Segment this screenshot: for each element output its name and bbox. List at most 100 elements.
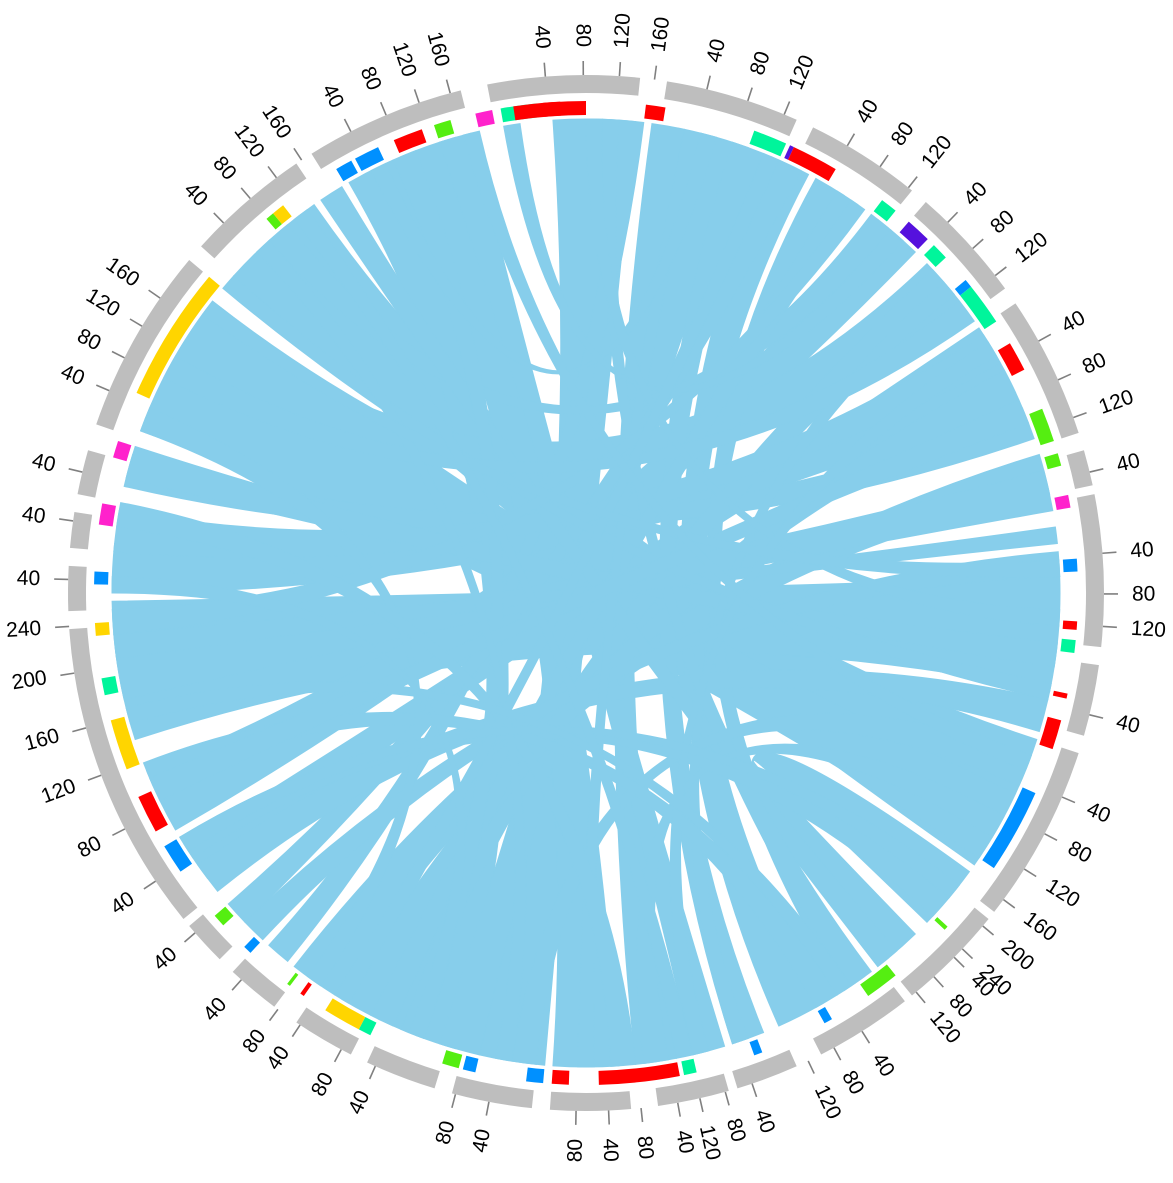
- tick-label-c21-160: 160: [647, 16, 674, 54]
- ideogram-arc-c17: [77, 450, 106, 498]
- tick-mark-c5-120: [807, 1060, 815, 1074]
- tick-label-c18-160: 160: [102, 253, 144, 292]
- chromosome-c2: 40: [1066, 662, 1142, 738]
- tick-label-c16-40: 40: [21, 502, 47, 528]
- tick-label-c19-120: 120: [230, 120, 269, 162]
- ideogram-arc-c13: [189, 914, 233, 960]
- gene-block-35-green: [287, 972, 299, 986]
- gene-block-51-red: [393, 129, 427, 153]
- tick-mark-c4-40: [953, 956, 965, 968]
- gene-block-5-violet: [784, 145, 794, 160]
- tick-label-c14-120: 120: [38, 774, 79, 808]
- tick-mark-c10-80: [333, 1049, 342, 1063]
- gene-block-39-red: [138, 791, 168, 832]
- gene-block-40-gold: [110, 716, 140, 770]
- tick-label-c20-80: 80: [356, 63, 386, 93]
- tick-mark-c3-40: [1061, 796, 1076, 804]
- ideogram-arc-c5: [813, 987, 905, 1055]
- tick-label-c6-80: 80: [722, 1116, 750, 1145]
- ideogram-arc-c6: [732, 1049, 797, 1089]
- gene-block-8-violet: [899, 221, 928, 250]
- tick-label-c14-80: 80: [74, 831, 105, 862]
- tick-label-c23-40: 40: [852, 96, 884, 128]
- gene-block-47-green: [266, 213, 282, 230]
- tick-mark-c16-40: [59, 518, 74, 522]
- gene-block-50-blue: [355, 147, 384, 171]
- tick-mark-c20-120: [413, 89, 420, 103]
- tick-mark-c14-160: [72, 727, 87, 733]
- tick-label-c1-120: 120: [1130, 617, 1166, 642]
- tick-mark-c11-80: [268, 1008, 279, 1022]
- tick-mark-c24-80: [972, 238, 984, 250]
- tick-mark-c20-40: [343, 118, 352, 132]
- tick-mark-c17-40: [68, 468, 83, 473]
- ideogram-arc-c4: [900, 907, 989, 996]
- chromosome-c17: 40: [30, 449, 106, 498]
- gene-block-20-red: [1039, 716, 1062, 750]
- gene-block-3-red: [644, 104, 666, 122]
- gene-block-14-green: [1044, 453, 1062, 470]
- ideogram-arc-c2: [1066, 662, 1099, 736]
- tick-mark-c3-120: [1023, 868, 1037, 878]
- tick-label-c20-120: 120: [388, 39, 421, 80]
- tick-mark-c14-120: [87, 774, 102, 781]
- link-ribbon-36: [222, 275, 1052, 701]
- tick-label-c14-40: 40: [106, 887, 138, 919]
- tick-mark-c6-80: [724, 1091, 730, 1106]
- chromosome-c7: 40 80: [633, 1073, 729, 1161]
- tick-label-c7-80: 80: [633, 1135, 658, 1161]
- gene-block-15-magenta: [1054, 494, 1071, 510]
- gene-block-21-blue: [982, 787, 1036, 869]
- gene-block-54-magenta: [475, 110, 495, 128]
- tick-mark-c24-120: [994, 266, 1007, 277]
- ideogram-arc-c14: [69, 627, 198, 919]
- chromosome-c26: 40: [1066, 449, 1142, 490]
- gene-block-46-gold: [136, 276, 220, 399]
- tick-label-c19-40: 40: [179, 178, 212, 211]
- tick-mark-c25-120: [1073, 412, 1087, 419]
- ideogram-arc-c3: [980, 747, 1079, 912]
- tick-label-c23-80: 80: [887, 118, 919, 150]
- tick-label-c21-80: 80: [572, 24, 595, 47]
- ideogram-arc-c18: [96, 260, 203, 431]
- gene-block-55-red: [513, 100, 586, 121]
- tick-mark-c9-80: [451, 1094, 457, 1109]
- gene-block-27-red: [598, 1062, 680, 1085]
- tick-label-c14-160: 160: [22, 724, 62, 755]
- ideogram-arc-c21: [487, 75, 641, 103]
- tick-label-c18-120: 120: [82, 284, 124, 322]
- gene-block-7-mint: [873, 200, 896, 222]
- tick-label-c18-80: 80: [73, 324, 104, 355]
- ideogram-arc-c9: [451, 1075, 534, 1109]
- tick-label-c20-160: 160: [423, 29, 454, 69]
- tick-mark-c22-120: [783, 101, 791, 115]
- tick-label-c21-40: 40: [530, 24, 555, 49]
- tick-label-c8-80: 80: [564, 1139, 587, 1163]
- tick-label-c9-40: 40: [468, 1127, 495, 1154]
- tick-mark-c6-120: [699, 1098, 704, 1113]
- gene-block-13-green: [1029, 408, 1054, 446]
- link-ribbon-44: [111, 199, 866, 635]
- tick-mark-c4-120: [915, 991, 926, 1004]
- tick-label-c1-80: 80: [1132, 582, 1155, 605]
- tick-mark-c19-120: [267, 165, 278, 179]
- tick-mark-c23-120: [907, 176, 918, 189]
- tick-label-c14-200: 200: [10, 666, 48, 694]
- tick-label-c9-80: 80: [431, 1118, 459, 1146]
- tick-mark-c12-40: [231, 979, 243, 991]
- link-ribbon-27: [125, 445, 1058, 668]
- gene-block-11-mint: [960, 286, 997, 330]
- gene-block-16-blue: [1062, 558, 1078, 573]
- gene-block-9-mint: [924, 245, 946, 267]
- link-ribbon-47: [370, 132, 718, 375]
- tick-mark-c9-40: [485, 1101, 490, 1116]
- tick-mark-c7-80: [640, 1107, 644, 1123]
- tick-mark-c18-120: [129, 318, 143, 327]
- tick-mark-c23-80: [879, 154, 889, 168]
- ideogram-arc-c1: [1076, 494, 1104, 648]
- tick-mark-c13-40: [183, 932, 196, 943]
- gene-block-41-mint: [101, 676, 119, 696]
